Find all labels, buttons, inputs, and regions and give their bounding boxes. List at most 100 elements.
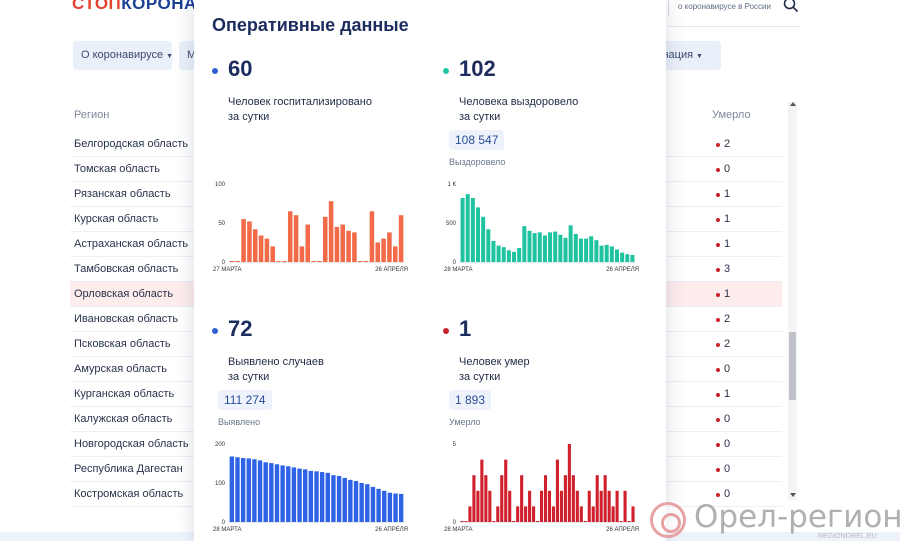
bar bbox=[573, 233, 578, 262]
x-tick-label-end: 26 АПРЕЛЯ bbox=[606, 527, 639, 533]
region-name: Орловская область bbox=[74, 288, 174, 300]
bar bbox=[558, 234, 563, 262]
bar bbox=[336, 475, 342, 522]
bar bbox=[589, 236, 594, 262]
scrollbar-thumb[interactable] bbox=[789, 332, 796, 400]
panel-detected: 72 Выявлено случаев за сутки 111 274 Выя… bbox=[212, 316, 432, 541]
column-header-region[interactable]: Регион bbox=[74, 109, 110, 121]
bar bbox=[342, 477, 347, 522]
bar bbox=[496, 245, 501, 262]
died-dot-icon bbox=[716, 493, 720, 497]
bar bbox=[551, 506, 556, 522]
bar bbox=[492, 521, 496, 522]
bar bbox=[370, 486, 376, 522]
stat-label-line2: за сутки bbox=[459, 111, 501, 123]
bar bbox=[276, 261, 281, 262]
search-icon[interactable] bbox=[782, 0, 800, 14]
died-count: 0 bbox=[724, 463, 731, 475]
bar bbox=[328, 201, 334, 262]
bar bbox=[314, 471, 319, 522]
column-header-died[interactable]: Умерло bbox=[712, 109, 751, 121]
chart-svg: 5 028 МАРТА 26 АПРЕЛЯ bbox=[444, 442, 639, 533]
y-tick-label: 0 bbox=[453, 520, 457, 526]
stat-label-line2: за сутки bbox=[228, 111, 270, 123]
region-name: Тамбовская область bbox=[74, 263, 179, 275]
bar bbox=[286, 466, 291, 522]
scrollbar-track[interactable] bbox=[788, 102, 797, 500]
bar bbox=[625, 254, 630, 262]
search-field[interactable]: о коронавирусе в России bbox=[668, 0, 772, 16]
died-dot-icon bbox=[716, 318, 720, 322]
stat-label-line1: Человек умер bbox=[459, 356, 530, 368]
y-tick-label: 100 bbox=[215, 182, 226, 188]
died-dot-icon bbox=[716, 443, 720, 447]
total-badge: 111 274 bbox=[218, 390, 272, 410]
panel-hospitalized: 60 Человек госпитализировано за сутки 10… bbox=[212, 56, 432, 306]
died-count: 3 bbox=[724, 263, 731, 275]
bar bbox=[609, 246, 614, 262]
bar-chart: 200 100 0 28 МАРТА 26 АПРЕЛЯ bbox=[212, 440, 408, 538]
bar bbox=[270, 246, 276, 262]
bar bbox=[460, 521, 464, 522]
scroll-up-arrow-icon[interactable] bbox=[790, 102, 796, 106]
stat-label-line2: за сутки bbox=[459, 371, 501, 383]
stat-label-line1: Человека выздоровело bbox=[459, 96, 579, 108]
bar bbox=[548, 232, 553, 262]
total-label: Умерло bbox=[449, 417, 481, 427]
bar bbox=[571, 475, 575, 522]
nav-about-label: О коронавирусе bbox=[81, 49, 164, 61]
died-count: 0 bbox=[724, 363, 731, 375]
bar bbox=[559, 490, 563, 522]
x-tick-label-end: 26 АПРЕЛЯ bbox=[375, 267, 408, 273]
bar bbox=[299, 246, 305, 262]
chart-svg: 100 50 027 МАРТА 26 АПРЕЛЯ bbox=[213, 182, 408, 273]
bar bbox=[583, 521, 587, 522]
died-count: 2 bbox=[724, 338, 731, 350]
bar bbox=[269, 463, 274, 522]
bar bbox=[229, 456, 235, 522]
total-badge: 108 547 bbox=[449, 130, 505, 150]
bar bbox=[464, 521, 468, 522]
bar bbox=[398, 493, 404, 522]
bar bbox=[620, 252, 625, 262]
watermark: Орел-регион REGIONOREL.RU bbox=[650, 499, 900, 541]
bar bbox=[305, 224, 311, 262]
bar bbox=[481, 216, 486, 262]
bar bbox=[516, 506, 520, 522]
region-name: Рязанская область bbox=[74, 188, 171, 200]
died-dot-icon bbox=[716, 218, 720, 222]
bar bbox=[491, 240, 496, 262]
operational-data-card: Оперативные данные 60 Человек госпитализ… bbox=[194, 0, 666, 541]
stat-number: 102 bbox=[459, 56, 496, 81]
bar bbox=[542, 235, 547, 262]
died-count: 0 bbox=[724, 163, 731, 175]
bar bbox=[393, 493, 398, 522]
y-tick-label: 5 bbox=[453, 442, 457, 448]
bar bbox=[340, 224, 346, 262]
bar bbox=[303, 469, 308, 522]
x-tick-label-start: 28 МАРТА bbox=[213, 527, 242, 533]
bar bbox=[568, 225, 573, 262]
died-dot-icon bbox=[716, 168, 720, 172]
bar bbox=[512, 521, 516, 522]
died-count: 2 bbox=[724, 138, 731, 150]
bar-chart: 1 К 500 0 28 МАРТА 26 АПРЕЛЯ bbox=[443, 180, 639, 278]
bar bbox=[547, 490, 552, 522]
bar bbox=[496, 506, 500, 522]
bar bbox=[322, 216, 328, 262]
region-name: Калужская область bbox=[74, 413, 173, 425]
bar bbox=[615, 490, 619, 522]
bar bbox=[460, 198, 465, 262]
died-count: 1 bbox=[724, 238, 731, 250]
bullet-dot-icon bbox=[212, 328, 218, 334]
bar bbox=[476, 490, 480, 522]
died-count: 1 bbox=[724, 388, 731, 400]
died-dot-icon bbox=[716, 393, 720, 397]
chevron-down-icon: ▼ bbox=[696, 53, 703, 60]
bar bbox=[257, 460, 263, 522]
y-tick-label: 0 bbox=[222, 520, 226, 526]
nav-about-coronavirus[interactable]: О коронавирусе ▼ bbox=[73, 41, 172, 70]
scroll-down-arrow-icon[interactable] bbox=[790, 493, 796, 497]
bar bbox=[599, 490, 603, 522]
region-name: Курганская область bbox=[74, 388, 175, 400]
